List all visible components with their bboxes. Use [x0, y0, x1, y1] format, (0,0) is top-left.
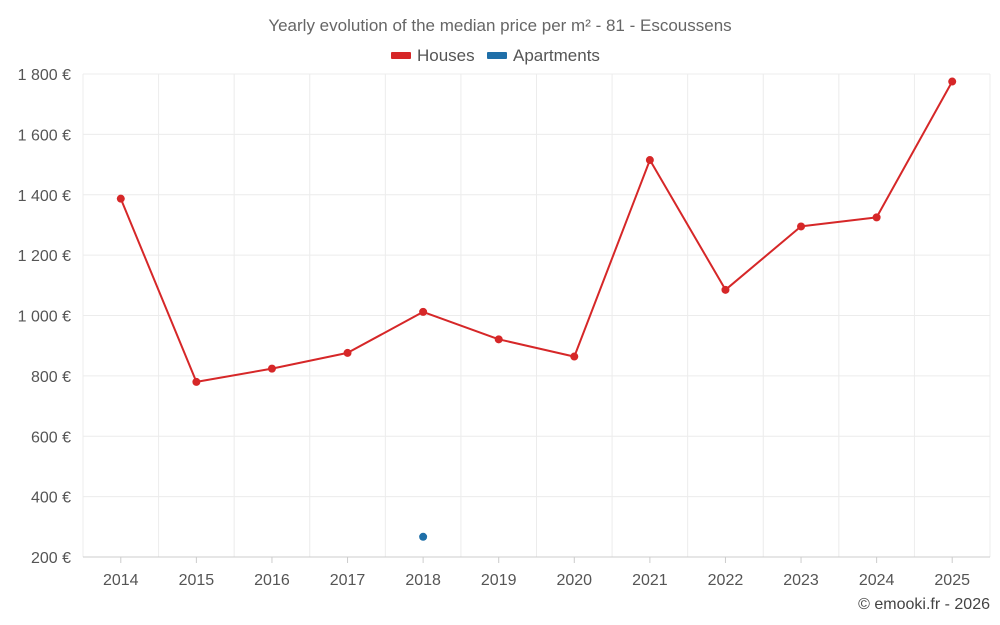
data-point-houses[interactable] [192, 377, 201, 386]
axes: 200 € 400 € 600 € 800 € 1 000 € 1 200 € 1 400 … [18, 67, 990, 589]
data-point-houses[interactable] [797, 222, 806, 231]
y-tick-label: 1 600 € [18, 127, 71, 144]
legend-item-houses[interactable]: Houses [391, 46, 475, 65]
x-tick-label: 2024 [859, 572, 895, 589]
y-tick-label: 400 € [31, 490, 71, 507]
chart-title: Yearly evolution of the median price per… [268, 16, 731, 35]
x-tick-label: 2023 [783, 572, 819, 589]
y-tick-label: 1 000 € [18, 309, 71, 326]
x-tick-label: 2015 [179, 572, 215, 589]
x-tick-label: 2025 [934, 572, 970, 589]
y-tick-label: 800 € [31, 369, 71, 386]
data-point-houses[interactable] [343, 348, 352, 357]
series-line-houses [119, 81, 954, 383]
data-point-houses[interactable] [721, 285, 730, 294]
data-point-houses[interactable] [419, 307, 428, 316]
y-tick-label: 600 € [31, 429, 71, 446]
grid [82, 73, 991, 557]
data-point-houses[interactable] [872, 213, 881, 222]
legend-label-apartments: Apartments [513, 46, 600, 65]
data-point-houses[interactable] [570, 352, 579, 361]
x-tick-label: 2019 [481, 572, 517, 589]
data-point-houses[interactable] [267, 364, 276, 373]
legend-label-houses: Houses [417, 46, 475, 65]
legend: Houses Apartments [391, 46, 600, 65]
legend-item-apartments[interactable]: Apartments [487, 46, 600, 65]
x-tick-label: 2016 [254, 572, 290, 589]
data-point-houses[interactable] [645, 156, 654, 165]
y-tick-label: 1 200 € [18, 248, 71, 265]
x-tick-label: 2020 [556, 572, 592, 589]
x-tick-label: 2014 [103, 572, 139, 589]
credit-text: © emooki.fr - 2026 [858, 596, 990, 613]
data-point-houses[interactable] [948, 77, 957, 86]
y-tick-label: 1 800 € [18, 67, 71, 84]
x-tick-label: 2021 [632, 572, 668, 589]
legend-swatch-houses [391, 52, 411, 59]
x-tick-label: 2017 [330, 572, 366, 589]
x-tick-label: 2022 [708, 572, 744, 589]
y-tick-label: 200 € [31, 550, 71, 567]
legend-swatch-apartments [487, 52, 507, 59]
data-point-houses[interactable] [116, 194, 125, 203]
series [116, 77, 957, 541]
y-tick-label: 1 400 € [18, 188, 71, 205]
data-point-apartments[interactable] [419, 532, 428, 541]
x-tick-label: 2018 [405, 572, 441, 589]
data-point-houses[interactable] [494, 335, 503, 344]
